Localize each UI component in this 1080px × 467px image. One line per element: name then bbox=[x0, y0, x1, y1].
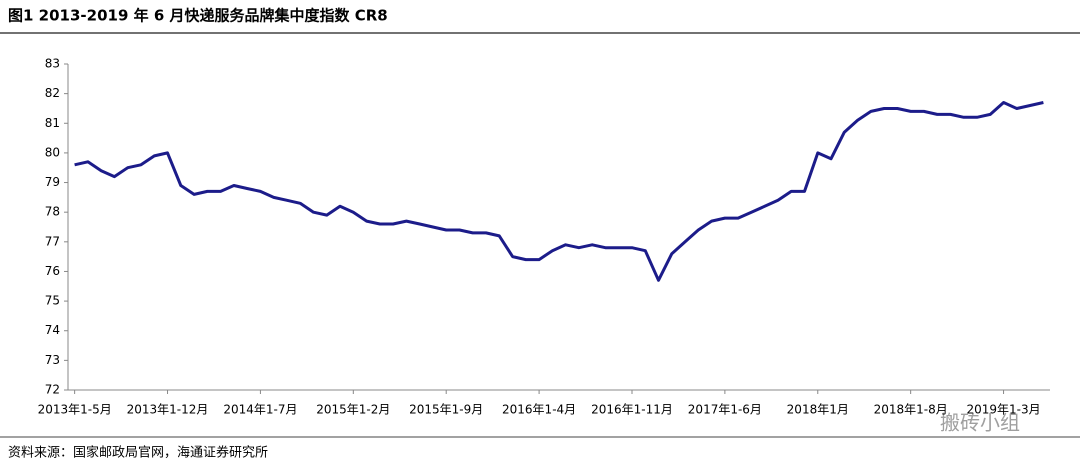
x-tick-label: 2013年1-12月 bbox=[127, 403, 209, 417]
y-tick-label: 78 bbox=[45, 205, 60, 219]
y-tick-label: 75 bbox=[45, 294, 60, 308]
x-tick-label: 2015年1-9月 bbox=[409, 403, 483, 417]
y-tick-label: 76 bbox=[45, 264, 60, 278]
data-line bbox=[74, 101, 1044, 282]
watermark: 搬砖小组 bbox=[940, 411, 1020, 435]
y-tick-label: 81 bbox=[45, 116, 60, 130]
x-tick-label: 2016年1-11月 bbox=[591, 403, 673, 417]
chart-title: 图1 2013-2019 年 6 月快递服务品牌集中度指数 CR8 bbox=[8, 7, 388, 25]
y-tick-label: 77 bbox=[45, 234, 60, 248]
x-tick-label: 2018年1-8月 bbox=[874, 403, 948, 417]
x-tick-label: 2016年1-4月 bbox=[502, 403, 576, 417]
x-tick-label: 2015年1-2月 bbox=[316, 403, 390, 417]
y-tick-label: 80 bbox=[45, 145, 60, 159]
y-tick-label: 82 bbox=[45, 86, 60, 100]
x-tick-label: 2018年1月 bbox=[787, 403, 849, 417]
y-tick-label: 74 bbox=[45, 323, 60, 337]
source-note: 资料来源：国家邮政局官网，海通证券研究所 bbox=[8, 445, 268, 461]
y-tick-label: 73 bbox=[45, 353, 60, 367]
y-tick-label: 79 bbox=[45, 175, 60, 189]
x-tick-label: 2017年1-6月 bbox=[688, 403, 762, 417]
x-tick-label: 2014年1-7月 bbox=[223, 403, 297, 417]
x-tick-label: 2013年1-5月 bbox=[38, 403, 112, 417]
x-tick-label: 2019年1-3月 bbox=[966, 403, 1040, 417]
y-tick-label: 72 bbox=[45, 383, 60, 397]
y-tick-label: 83 bbox=[45, 57, 60, 71]
